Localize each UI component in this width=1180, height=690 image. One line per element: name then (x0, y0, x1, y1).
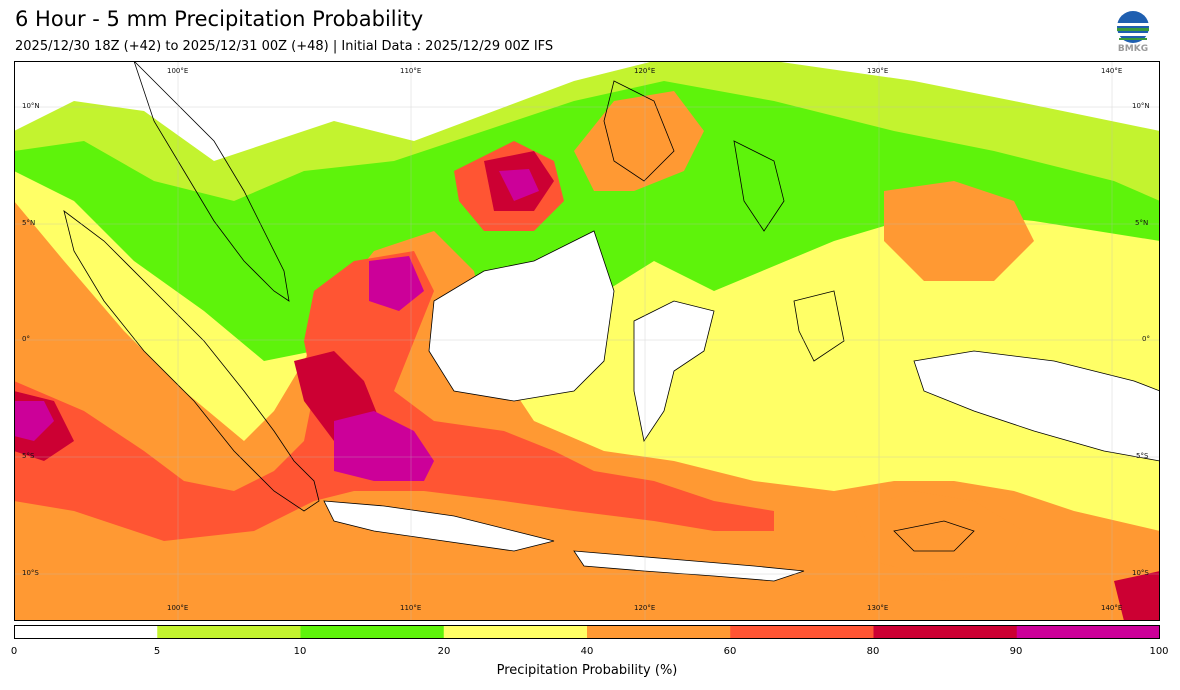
colorbar-swatches (14, 625, 1161, 639)
lat-label-left: 5°S (22, 452, 35, 460)
lon-label-bottom: 100°E (167, 604, 189, 612)
colorbar-tick: 20 (437, 646, 451, 657)
chart-title: 6 Hour - 5 mm Precipitation Probability (15, 7, 424, 31)
lat-label-left: 0° (22, 335, 30, 343)
colorbar (14, 624, 1161, 639)
lat-label-right: 5°S (1136, 452, 1149, 460)
colorbar-swatch (1016, 625, 1161, 639)
lat-label-left: 10°N (22, 102, 40, 110)
coastlines (63, 61, 1160, 582)
colorbar-tick: 10 (293, 646, 307, 657)
colorbar-swatch (730, 625, 874, 639)
lat-label-right: 5°N (1135, 219, 1149, 227)
colorbar-tick: 100 (1149, 646, 1169, 657)
lon-label-bottom: 110°E (400, 604, 422, 612)
colorbar-swatch (300, 625, 445, 639)
lon-label-top: 130°E (867, 67, 889, 75)
lon-label-bottom: 140°E (1101, 604, 1123, 612)
colorbar-tick: 90 (1009, 646, 1023, 657)
precipitation-map: 100°E 110°E 120°E 130°E 140°E 100°E 110°… (14, 61, 1160, 621)
lon-label-bottom: 120°E (634, 604, 656, 612)
colorbar-tick: 0 (10, 646, 18, 657)
bmkg-logo-icon: BMKG (1112, 10, 1154, 56)
colorbar-swatch (443, 625, 588, 639)
lat-label-left: 5°N (22, 219, 36, 227)
lat-label-right: 0° (1142, 335, 1150, 343)
lat-label-left: 10°S (22, 569, 39, 577)
colorbar-swatch (587, 625, 731, 639)
colorbar-label: Precipitation Probability (%) (496, 663, 678, 678)
lon-label-top: 100°E (167, 67, 189, 75)
logo-text: BMKG (1117, 44, 1149, 54)
colorbar-tick: 5 (153, 646, 161, 657)
lon-label-top: 140°E (1101, 67, 1123, 75)
colorbar-tick: 60 (723, 646, 737, 657)
lat-label-right: 10°S (1132, 569, 1149, 577)
colorbar-swatch (14, 625, 158, 639)
colorbar-swatch (873, 625, 1018, 639)
chart-subtitle: 2025/12/30 18Z (+42) to 2025/12/31 00Z (… (15, 39, 554, 54)
colorbar-tick: 40 (580, 646, 594, 657)
lon-label-bottom: 130°E (867, 604, 889, 612)
colorbar-tick: 80 (866, 646, 880, 657)
colorbar-swatch (157, 625, 301, 639)
lon-label-top: 120°E (634, 67, 656, 75)
lon-label-top: 110°E (400, 67, 422, 75)
lat-label-right: 10°N (1132, 102, 1150, 110)
colorbar-border (14, 625, 1160, 639)
